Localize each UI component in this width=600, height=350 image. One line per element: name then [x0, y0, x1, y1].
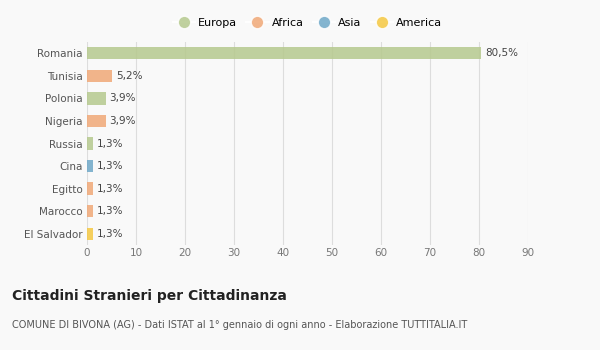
Text: 1,3%: 1,3% — [97, 184, 124, 194]
Legend: Europa, Africa, Asia, America: Europa, Africa, Asia, America — [168, 14, 447, 33]
Bar — [87, 137, 94, 150]
Text: 1,3%: 1,3% — [97, 161, 124, 171]
Bar — [87, 70, 112, 82]
Text: 5,2%: 5,2% — [116, 71, 142, 81]
Text: COMUNE DI BIVONA (AG) - Dati ISTAT al 1° gennaio di ogni anno - Elaborazione TUT: COMUNE DI BIVONA (AG) - Dati ISTAT al 1°… — [12, 320, 467, 330]
Bar — [87, 115, 106, 127]
Text: 1,3%: 1,3% — [97, 229, 124, 239]
Bar — [87, 228, 94, 240]
Bar — [87, 160, 94, 172]
Bar — [87, 47, 481, 60]
Text: 3,9%: 3,9% — [110, 93, 136, 103]
Text: 3,9%: 3,9% — [110, 116, 136, 126]
Text: 1,3%: 1,3% — [97, 206, 124, 216]
Bar — [87, 92, 106, 105]
Text: 80,5%: 80,5% — [485, 48, 518, 58]
Text: 1,3%: 1,3% — [97, 139, 124, 148]
Bar — [87, 182, 94, 195]
Text: Cittadini Stranieri per Cittadinanza: Cittadini Stranieri per Cittadinanza — [12, 289, 287, 303]
Bar — [87, 205, 94, 217]
